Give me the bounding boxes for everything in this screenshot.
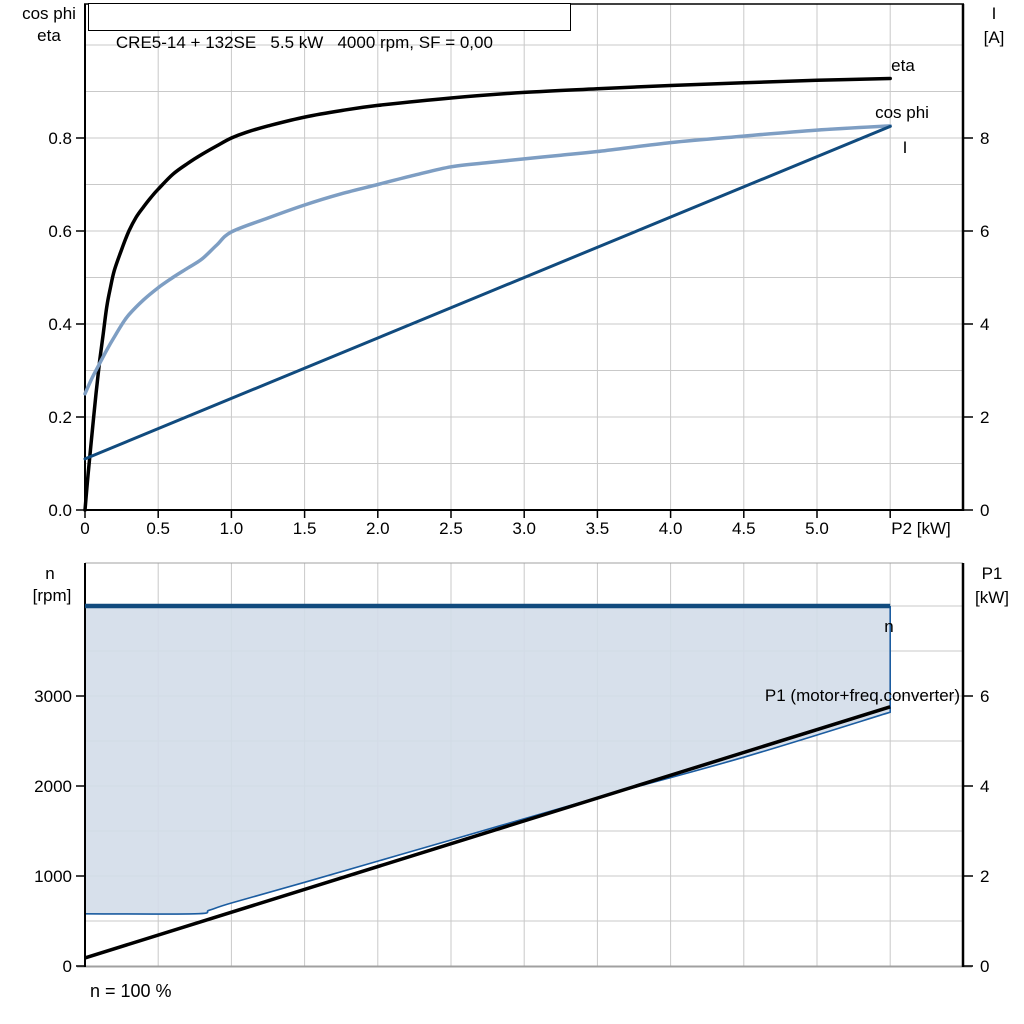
x-axis-tick-label: 1.0 xyxy=(220,519,244,538)
right-axis-tick-label: 2 xyxy=(980,867,989,886)
x-axis-tick-label: 0.5 xyxy=(146,519,170,538)
left-axis-title-line2: eta xyxy=(37,26,61,45)
curve-label-eta: eta xyxy=(891,56,915,75)
left-axis-title-line2: [rpm] xyxy=(33,586,72,605)
right-axis-title-line2: [A] xyxy=(984,28,1005,47)
x-axis-tick-label: 4.5 xyxy=(732,519,756,538)
right-axis-tick-label: 8 xyxy=(980,129,989,148)
cos-phi-curve xyxy=(83,124,892,396)
right-axis-tick-label: 4 xyxy=(980,777,989,796)
left-axis-tick-label: 2000 xyxy=(34,777,72,796)
curve-label-P1: P1 (motor+freq.converter) xyxy=(765,686,960,705)
left-axis-tick-label: 0.8 xyxy=(48,129,72,148)
chart-title: CRE5-14 + 132SE 5.5 kW 4000 rpm, SF = 0,… xyxy=(115,33,493,52)
x-axis-tick-label: 2.5 xyxy=(439,519,463,538)
x-axis-tick-label: 3.0 xyxy=(512,519,536,538)
chart-title-box: CRE5-14 + 132SE 5.5 kW 4000 rpm, SF = 0,… xyxy=(88,3,571,52)
left-axis-tick-label: 0.0 xyxy=(48,501,72,520)
P1-motor-freq-converter--curve xyxy=(84,705,891,960)
curve-label-I: I xyxy=(903,138,908,157)
x-axis-tick-label: 2.0 xyxy=(366,519,390,538)
right-axis-tick-label: 6 xyxy=(980,222,989,241)
right-axis-tick-label: 4 xyxy=(980,315,989,334)
x-axis-tick-label: 4.0 xyxy=(659,519,683,538)
x-axis-unit-label: P2 [kW] xyxy=(891,519,951,538)
right-axis-title-line2: [kW] xyxy=(975,588,1009,607)
x-axis-tick-label: 1.5 xyxy=(293,519,317,538)
x-axis-tick-label: 3.5 xyxy=(586,519,610,538)
left-axis-tick-label: 0 xyxy=(63,957,72,976)
right-axis-tick-label: 0 xyxy=(980,501,989,520)
right-axis-tick-label: 2 xyxy=(980,408,989,427)
left-axis-tick-label: 0.4 xyxy=(48,315,72,334)
curve-label-cos-phi: cos phi xyxy=(875,103,929,122)
x-axis-tick-label: 0 xyxy=(80,519,89,538)
left-axis-title-line1: cos phi xyxy=(22,4,76,23)
right-axis-tick-label: 6 xyxy=(980,687,989,706)
left-axis-title-line1: n xyxy=(45,564,54,583)
right-axis-tick-label: 0 xyxy=(980,957,989,976)
curve-label-n: n xyxy=(884,617,893,636)
x-axis-tick-label: 5.0 xyxy=(805,519,829,538)
speed-range-lower-boundary xyxy=(84,606,891,915)
I-curve xyxy=(83,124,892,461)
left-axis-tick-label: 0.6 xyxy=(48,222,72,241)
left-axis-tick-label: 1000 xyxy=(34,867,72,886)
left-axis-tick-label: 0.2 xyxy=(48,408,72,427)
eta-curve xyxy=(83,76,892,512)
right-axis-title-line1: I xyxy=(992,4,997,23)
footnote-n-100-percent: n = 100 % xyxy=(90,981,172,1001)
right-axis-title-line1: P1 xyxy=(982,564,1003,583)
speed-range-area xyxy=(85,606,891,915)
left-axis-tick-label: 3000 xyxy=(34,687,72,706)
